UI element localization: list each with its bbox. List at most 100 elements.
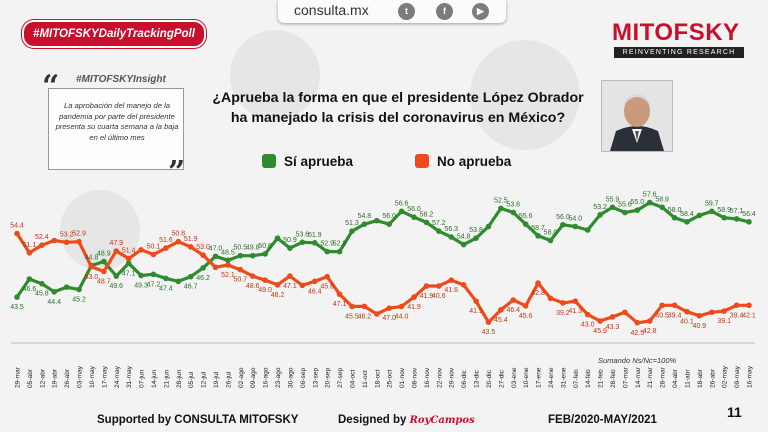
x-tick-label: 29-mar — [15, 366, 22, 388]
data-label-approve: 51.9 — [308, 232, 322, 239]
legend-approve-swatch — [262, 154, 276, 168]
data-point-approve — [460, 241, 467, 248]
data-label-approve: 58.0 — [544, 230, 558, 237]
data-point-approve — [560, 221, 566, 228]
data-point-disapprove — [423, 283, 430, 289]
x-tick-label: 16-nov — [424, 367, 431, 388]
tracking-poll-badge[interactable]: #MITOFSKYDailyTrackingPoll — [22, 20, 206, 48]
data-label-approve: 51.3 — [345, 220, 359, 227]
data-point-approve — [175, 278, 182, 285]
data-label-approve: 53.6 — [506, 202, 520, 209]
data-label-approve: 53.8 — [469, 227, 483, 234]
data-point-disapprove — [212, 264, 219, 271]
x-tick-label: 04-oct — [349, 370, 356, 388]
designed-by: Designed by RoyCampos — [338, 414, 475, 426]
x-tick-label: 14-jun — [151, 369, 158, 388]
x-tick-label: 10-may — [89, 365, 96, 388]
data-label-disapprove: 45.9 — [593, 328, 607, 335]
x-tick-label: 07-jun — [139, 369, 146, 388]
close-quote-icon: ” — [168, 155, 186, 190]
data-point-approve — [212, 253, 219, 260]
data-point-approve — [684, 219, 690, 225]
x-tick-label: 18-abr — [697, 368, 704, 388]
data-label-disapprove: 39.4 — [730, 312, 744, 319]
data-label-approve: 57.2 — [432, 220, 446, 227]
x-tick-label: 16-ago — [263, 367, 270, 388]
data-label-approve: 46.2 — [196, 275, 210, 282]
data-point-disapprove — [63, 239, 70, 246]
brand-tagline: REINVENTING RESEARCH — [614, 47, 744, 58]
data-label-approve: 57.6 — [643, 192, 657, 199]
insight-box: La aprobación del manejo de la pandemia … — [48, 88, 184, 170]
data-label-approve: 52.8 — [333, 241, 347, 248]
data-point-approve — [535, 233, 541, 239]
x-tick-label: 04-abr — [672, 368, 679, 388]
data-label-disapprove: 45.4 — [494, 317, 508, 324]
data-point-disapprove — [721, 308, 727, 314]
data-point-approve — [473, 235, 479, 241]
data-point-approve — [696, 212, 703, 219]
data-point-approve — [398, 208, 405, 215]
data-label-disapprove: 41.9 — [420, 293, 434, 300]
data-label-approve: 48.9 — [97, 251, 111, 258]
data-label-disapprove: 40.1 — [680, 319, 694, 326]
data-label-disapprove: 46.4 — [506, 307, 520, 314]
x-tick-label: 03-ene — [511, 367, 518, 388]
data-label-approve: 55.9 — [606, 196, 620, 203]
data-point-approve — [324, 248, 330, 255]
data-point-disapprove — [448, 277, 455, 283]
facebook-icon[interactable]: f — [436, 3, 453, 20]
x-tick-label: 31-ene — [560, 367, 567, 388]
x-tick-label: 20-sep — [325, 368, 332, 388]
data-point-disapprove — [274, 282, 281, 288]
data-point-disapprove — [101, 268, 107, 275]
data-point-disapprove — [373, 311, 380, 317]
data-label-approve: 56.0 — [382, 213, 396, 220]
data-point-approve — [646, 199, 653, 206]
x-tick-label: 18-oct — [374, 370, 381, 388]
data-point-disapprove — [76, 238, 82, 245]
data-label-approve: 45.2 — [72, 297, 86, 304]
legend-approve-label: Sí aprueba — [284, 154, 354, 169]
data-label-disapprove: 52.4 — [35, 234, 49, 241]
insight-tag: #MITOFSKYInsight — [76, 74, 166, 85]
data-label-disapprove: 45.6 — [519, 313, 533, 320]
data-point-disapprove — [696, 312, 703, 319]
data-label-approve: 52.9 — [320, 241, 334, 248]
data-label-disapprove: 51.9 — [184, 236, 198, 243]
data-point-approve — [572, 223, 579, 230]
data-label-disapprove: 44.0 — [395, 313, 409, 320]
data-label-disapprove: 41.6 — [444, 287, 458, 294]
data-point-approve — [423, 219, 430, 226]
x-tick-label: 11-oct — [362, 370, 369, 388]
data-label-approve: 43.5 — [10, 304, 24, 311]
x-tick-label: 17-ene — [536, 367, 543, 388]
data-point-approve — [225, 257, 231, 264]
twitter-icon[interactable]: t — [398, 3, 415, 20]
data-label-approve: 49.3 — [134, 283, 148, 290]
data-point-disapprove — [336, 291, 343, 297]
supported-by: Supported by CONSULTA MITOFSKY — [97, 414, 299, 426]
data-point-approve — [138, 272, 144, 279]
youtube-icon[interactable]: ▶ — [472, 3, 489, 20]
data-label-approve: 54.8 — [358, 213, 372, 220]
data-label-disapprove: 47.1 — [333, 301, 347, 308]
x-tick-label: 26-abr — [64, 368, 71, 388]
data-label-approve: 50.5 — [234, 245, 248, 252]
data-point-approve — [237, 252, 244, 259]
x-tick-label: 28-jun — [176, 369, 183, 388]
data-point-disapprove — [311, 278, 318, 285]
data-point-disapprove — [125, 255, 132, 262]
site-link[interactable]: consulta.mx — [294, 2, 369, 18]
data-label-approve: 45.8 — [35, 291, 49, 298]
data-label-disapprove: 42.8 — [531, 290, 545, 297]
data-point-disapprove — [187, 244, 194, 250]
data-label-disapprove: 54.4 — [10, 223, 24, 230]
data-label-approve: 47.4 — [159, 285, 173, 292]
x-tick-label: 21-mar — [647, 366, 654, 388]
data-label-approve: 47.2 — [147, 281, 161, 288]
data-point-disapprove — [547, 295, 554, 302]
x-tick-label: 31-may — [126, 365, 133, 388]
data-point-approve — [349, 228, 355, 234]
